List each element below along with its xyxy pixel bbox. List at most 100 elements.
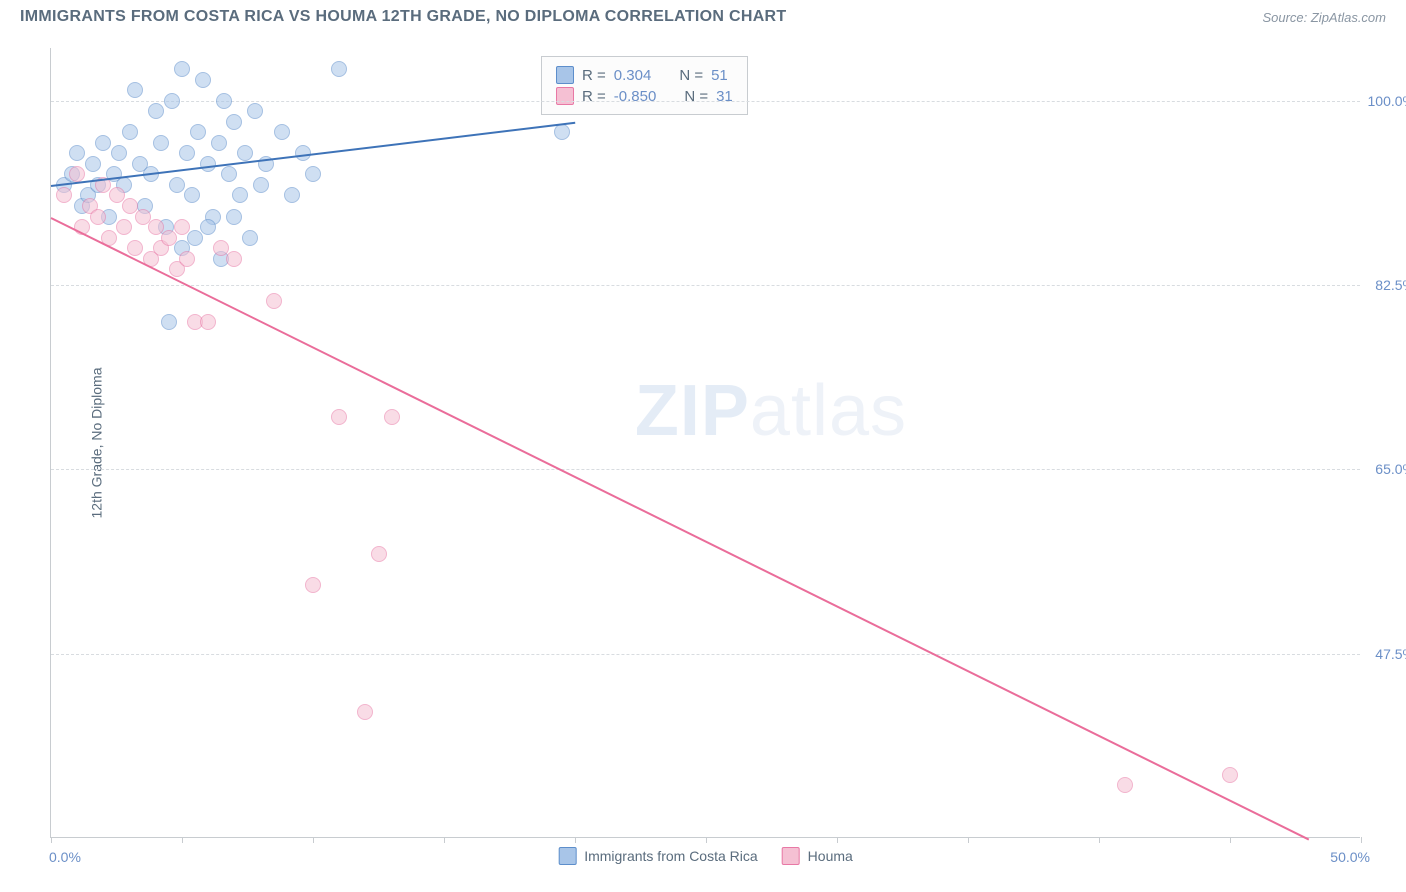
scatter-point <box>331 61 347 77</box>
scatter-point <box>253 177 269 193</box>
legend-r-value: 0.304 <box>614 67 652 84</box>
legend-row: R = -0.850 N = 31 <box>556 87 733 105</box>
y-tick-label: 82.5% <box>1375 277 1406 293</box>
legend-r-label: R = <box>582 67 606 84</box>
scatter-point <box>331 409 347 425</box>
legend-swatch <box>782 847 800 865</box>
legend-r-label: R = <box>582 88 606 105</box>
scatter-point <box>357 704 373 720</box>
scatter-point <box>127 82 143 98</box>
scatter-point <box>200 219 216 235</box>
gridline-h <box>51 469 1360 470</box>
x-tick <box>1361 837 1362 843</box>
scatter-point <box>179 145 195 161</box>
x-tick <box>313 837 314 843</box>
scatter-point <box>237 145 253 161</box>
legend-n-label: N = <box>684 88 708 105</box>
scatter-point <box>226 209 242 225</box>
plot-area: ZIPatlas 12th Grade, No Diploma R = 0.30… <box>50 48 1360 838</box>
series-legend: Immigrants from Costa Rica Houma <box>558 847 853 865</box>
scatter-point <box>190 124 206 140</box>
scatter-point <box>371 546 387 562</box>
scatter-point <box>179 251 195 267</box>
scatter-point <box>216 93 232 109</box>
scatter-point <box>247 103 263 119</box>
scatter-point <box>195 72 211 88</box>
x-tick <box>837 837 838 843</box>
scatter-point <box>69 166 85 182</box>
header: IMMIGRANTS FROM COSTA RICA VS HOUMA 12TH… <box>0 0 1406 38</box>
scatter-point <box>161 314 177 330</box>
x-tick <box>706 837 707 843</box>
legend-swatch <box>556 87 574 105</box>
scatter-point <box>56 187 72 203</box>
x-axis-max: 50.0% <box>1330 849 1370 865</box>
scatter-point <box>232 187 248 203</box>
scatter-point <box>242 230 258 246</box>
gridline-h <box>51 285 1360 286</box>
scatter-point <box>122 124 138 140</box>
scatter-point <box>174 61 190 77</box>
scatter-point <box>164 93 180 109</box>
y-tick-label: 100.0% <box>1368 93 1406 109</box>
scatter-point <box>384 409 400 425</box>
legend-n-value: 31 <box>716 88 733 105</box>
x-tick <box>1099 837 1100 843</box>
gridline-h <box>51 101 1360 102</box>
chart-title: IMMIGRANTS FROM COSTA RICA VS HOUMA 12TH… <box>20 8 787 26</box>
x-tick <box>182 837 183 843</box>
scatter-point <box>226 251 242 267</box>
legend-row: R = 0.304 N = 51 <box>556 66 733 84</box>
scatter-point <box>274 124 290 140</box>
x-tick <box>1230 837 1231 843</box>
scatter-point <box>266 293 282 309</box>
scatter-point <box>200 314 216 330</box>
correlation-legend: R = 0.304 N = 51 R = -0.850 N = 31 <box>541 56 748 115</box>
scatter-point <box>127 240 143 256</box>
chart-container: ZIPatlas 12th Grade, No Diploma R = 0.30… <box>50 48 1360 838</box>
scatter-point <box>116 219 132 235</box>
scatter-point <box>221 166 237 182</box>
scatter-point <box>305 577 321 593</box>
trend-line <box>51 217 1309 840</box>
scatter-point <box>153 135 169 151</box>
scatter-point <box>184 187 200 203</box>
scatter-point <box>284 187 300 203</box>
scatter-point <box>1117 777 1133 793</box>
scatter-point <box>169 177 185 193</box>
legend-item: Houma <box>782 847 853 865</box>
scatter-point <box>187 230 203 246</box>
scatter-point <box>95 135 111 151</box>
legend-r-value: -0.850 <box>614 88 657 105</box>
scatter-point <box>161 230 177 246</box>
scatter-point <box>90 209 106 225</box>
legend-n-value: 51 <box>711 67 728 84</box>
x-axis-min: 0.0% <box>49 849 81 865</box>
legend-n-label: N = <box>679 67 703 84</box>
legend-swatch <box>558 847 576 865</box>
scatter-point <box>174 219 190 235</box>
legend-series-name: Houma <box>808 848 853 864</box>
y-tick-label: 65.0% <box>1375 461 1406 477</box>
scatter-point <box>226 114 242 130</box>
y-axis-label: 12th Grade, No Diploma <box>88 367 104 518</box>
scatter-point <box>148 103 164 119</box>
scatter-point <box>200 156 216 172</box>
x-tick <box>444 837 445 843</box>
legend-item: Immigrants from Costa Rica <box>558 847 757 865</box>
scatter-point <box>305 166 321 182</box>
gridline-h <box>51 654 1360 655</box>
legend-swatch <box>556 66 574 84</box>
scatter-point <box>211 135 227 151</box>
y-tick-label: 47.5% <box>1375 646 1406 662</box>
watermark: ZIPatlas <box>635 370 907 452</box>
scatter-point <box>85 156 101 172</box>
legend-series-name: Immigrants from Costa Rica <box>584 848 757 864</box>
x-tick <box>968 837 969 843</box>
source-label: Source: ZipAtlas.com <box>1262 10 1386 25</box>
scatter-point <box>111 145 127 161</box>
scatter-point <box>554 124 570 140</box>
scatter-point <box>69 145 85 161</box>
x-tick <box>575 837 576 843</box>
scatter-point <box>1222 767 1238 783</box>
